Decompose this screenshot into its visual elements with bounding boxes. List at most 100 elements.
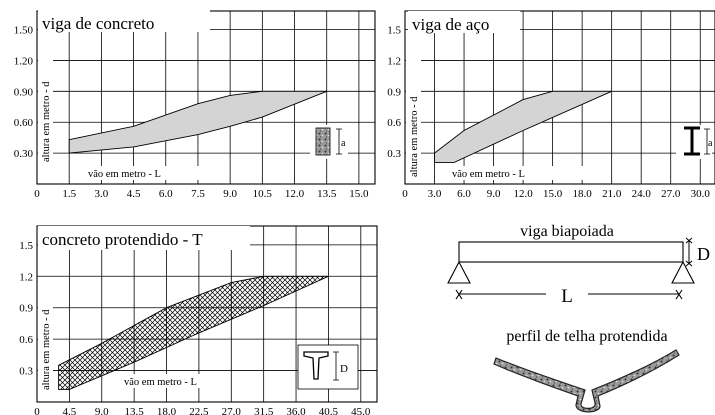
x-tick-label: 13.5: [317, 188, 337, 200]
y-axis-label: altura em metro - d: [409, 96, 420, 177]
x-tick-label: 9.0: [487, 188, 501, 200]
y-tick-label: 0.9: [19, 303, 33, 315]
y-tick-label: 0.30: [14, 148, 34, 160]
x-tick-label: 0: [34, 406, 40, 415]
title-backdrop: [38, 10, 210, 32]
x-tick-label: 4.5: [127, 188, 141, 200]
prestressed-tile-profile-icon: [493, 349, 680, 413]
y-tick-labels: 0.3 0.6 0.9 1.2 1.5: [387, 25, 401, 161]
x-tick-label: 22.5: [189, 406, 209, 415]
y-tick-label: 0.60: [14, 117, 34, 129]
y-tick-label: 1.2: [19, 271, 33, 283]
x-tick-label: 0: [402, 188, 408, 200]
x-tick-label: 4.5: [63, 406, 77, 415]
x-tick-label: 3.0: [95, 188, 109, 200]
title-backdrop: [38, 226, 250, 250]
y-tick-label: 1.20: [14, 55, 34, 67]
x-tick-labels: 0 3.0 6.0 9.0 12.0 15.0 18.0 21.0 24.0 27.0 30.0: [402, 188, 710, 200]
x-tick-label: 27.0: [661, 188, 681, 200]
inset-label: a: [708, 138, 713, 149]
concrete-section-icon: [315, 127, 331, 156]
xlabel-backdrop: [120, 374, 218, 388]
height-dimension-marker: [685, 237, 693, 267]
y-tick-label: 0.6: [19, 334, 33, 346]
y-tick-label: 1.5: [387, 25, 401, 37]
ylabel-backdrop: [38, 60, 53, 164]
feasible-span-area: [434, 90, 612, 163]
x-tick-label: 6.0: [457, 188, 471, 200]
x-tick-label: 36.0: [286, 406, 306, 415]
x-tick-label: 31.5: [254, 406, 274, 415]
dimension-marker: [336, 128, 342, 155]
feasible-span-area: [58, 275, 329, 390]
plot-frame: [404, 10, 715, 185]
title-backdrop: [408, 11, 520, 33]
x-tick-label: 10.5: [253, 188, 273, 200]
y-tick-labels: 0.3 0.6 0.9 1.2 1.5: [19, 240, 33, 378]
x-tick-label: 40.5: [319, 406, 339, 415]
chart-title: viga de aço: [412, 15, 489, 34]
beam-span-label: L: [561, 286, 573, 307]
y-tick-label: 0.9: [387, 86, 401, 98]
inset-label: a: [341, 138, 346, 149]
y-axis-label: altura em metro - d: [41, 81, 52, 162]
t-section-inset: D: [297, 344, 359, 390]
y-tick-label: 0.3: [19, 366, 33, 378]
x-tick-label: 18.0: [572, 188, 592, 200]
rectangular-section-inset: a: [310, 125, 348, 159]
left-support-icon: [447, 260, 471, 284]
x-tick-label: 1.5: [62, 188, 76, 200]
y-tick-label: 1.2: [387, 55, 401, 67]
feasible-span-area: [68, 90, 327, 154]
x-axis-label: vão em metro - L: [452, 169, 525, 180]
right-support-icon: [671, 260, 695, 284]
ylabel-backdrop: [406, 60, 421, 180]
y-tick-labels: 0.30 0.60 0.90 1.20 1.50: [14, 25, 34, 161]
x-tick-label: 21.0: [602, 188, 622, 200]
y-axis-label: altura em metro - d: [41, 309, 52, 390]
x-tick-label: 0: [34, 188, 40, 200]
chart-title: concreto protendido - T: [42, 230, 203, 249]
dimension-marker: [333, 351, 339, 381]
x-tick-label: 6.0: [159, 188, 173, 200]
chart-concreto-protendido: concreto protendido - T vão em metro - L…: [19, 225, 378, 415]
beam-body: [458, 241, 684, 263]
ylabel-backdrop: [38, 282, 53, 392]
x-tick-label: 9.0: [223, 188, 237, 200]
y-tick-label: 0.90: [14, 86, 34, 98]
x-axis-label: vão em metro - L: [124, 377, 197, 388]
beam-diagram: viga biapoiada D L: [447, 223, 710, 307]
x-tick-label: 45.0: [351, 406, 371, 415]
x-tick-label: 15.0: [349, 188, 369, 200]
beam-diagram-title: viga biapoiada: [520, 223, 614, 240]
xlabel-backdrop: [448, 166, 586, 180]
x-tick-label: 24.0: [632, 188, 652, 200]
x-axis-label: vão em metro - L: [88, 169, 161, 180]
tile-profile-title: perfil de telha protendida: [506, 328, 667, 345]
x-tick-label: 13.5: [124, 406, 144, 415]
t-section-icon: [303, 351, 329, 380]
y-tick-label: 0.3: [387, 148, 401, 160]
x-tick-label: 9.0: [95, 406, 109, 415]
y-tick-label: 1.5: [19, 240, 33, 252]
x-tick-label: 3.0: [428, 188, 442, 200]
tile-profile: perfil de telha protendida: [493, 328, 680, 413]
beam-height-label: D: [697, 244, 710, 264]
x-tick-label: 12.0: [285, 188, 305, 200]
x-tick-label: 15.0: [543, 188, 563, 200]
x-tick-label: 12.0: [513, 188, 533, 200]
xlabel-backdrop: [84, 166, 226, 180]
span-dimension-line: [455, 289, 683, 300]
inset-label: D: [340, 363, 348, 375]
dimension-marker: [704, 128, 710, 155]
i-section-inset: a: [676, 125, 713, 159]
chart-viga-de-aco: viga de aço vão em metro - L altura em m…: [387, 10, 715, 200]
x-tick-labels: 0 4.5 9.0 13.5 18.0 22.5 27.0 31.5 36.0 40.5 45.0: [34, 406, 371, 415]
x-tick-label: 18.0: [157, 406, 177, 415]
x-tick-label: 7.5: [191, 188, 205, 200]
y-tick-label: 0.6: [387, 117, 401, 129]
chart-viga-de-concreto: viga de concreto vão em metro - L altura…: [14, 10, 376, 200]
x-tick-labels: 0 1.5 3.0 4.5 6.0 7.5 9.0 10.5 12.0 13.5 15.0: [34, 188, 369, 200]
x-tick-label: 30.0: [691, 188, 711, 200]
y-tick-label: 1.50: [14, 25, 34, 37]
